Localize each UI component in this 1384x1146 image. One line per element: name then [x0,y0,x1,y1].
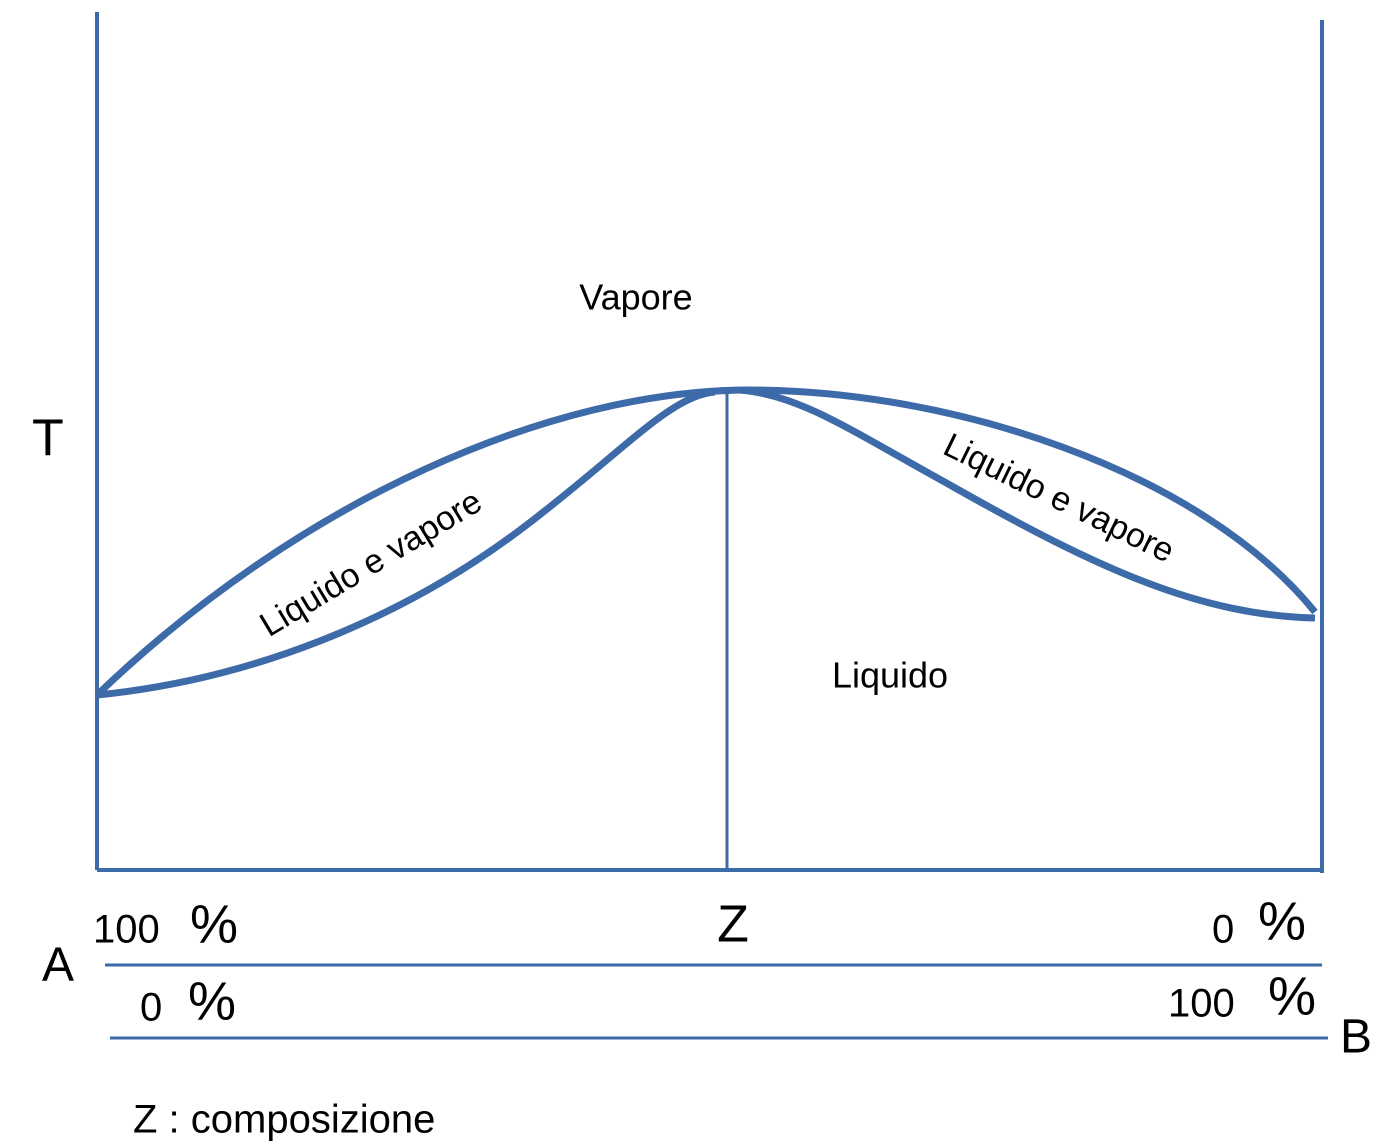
scale-unit: % [188,971,236,1031]
x-axis-label: Z [717,896,749,954]
footnote: Z : composizione [133,1098,435,1142]
scale-value: 100 [1168,982,1235,1026]
scale-unit: % [190,894,238,954]
scale-unit: % [1268,966,1316,1026]
scale-value: 100 [93,908,160,952]
component-label: A [42,939,74,992]
scale-unit: % [1258,891,1306,951]
scale-value: 0 [140,986,162,1030]
scale-value: 0 [1212,908,1234,952]
region-label: Liquido [832,655,948,696]
y-axis-label: T [32,410,64,468]
bubble-curve-right [739,386,1316,622]
region-label: Vapore [579,277,692,318]
component-label: B [1340,1011,1372,1064]
bubble-curve-left [96,388,716,699]
